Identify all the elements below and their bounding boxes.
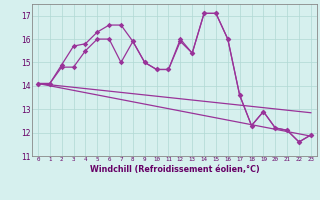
X-axis label: Windchill (Refroidissement éolien,°C): Windchill (Refroidissement éolien,°C) — [90, 165, 259, 174]
